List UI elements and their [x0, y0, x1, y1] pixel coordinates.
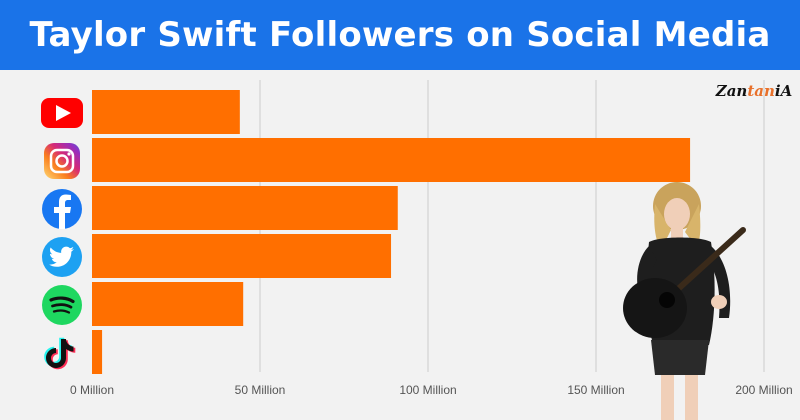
twitter-icon [42, 237, 82, 277]
youtube-icon [41, 98, 83, 128]
x-tick-label: 0 Million [70, 383, 114, 397]
facebook-icon [42, 189, 82, 229]
logo-text-end: iA [774, 82, 793, 100]
bar-spotify [92, 282, 244, 326]
x-tick-label: 200 Million [735, 383, 792, 397]
x-tick-label: 100 Million [399, 383, 456, 397]
bars [92, 90, 691, 374]
x-tick-label: 150 Million [567, 383, 624, 397]
logo-text-start: Zan [715, 82, 748, 100]
brand-logo: Zan tan iA [716, 80, 792, 102]
tiktok-icon [44, 337, 76, 370]
spotify-icon [42, 285, 82, 325]
x-tick-label: 50 Million [235, 383, 286, 397]
x-axis-tick-labels: 0 Million 50 Million 100 Million 150 Millio… [70, 383, 793, 397]
bar-instagram [92, 138, 691, 182]
bar-twitter [92, 234, 392, 278]
singer-with-guitar-image [623, 182, 746, 420]
instagram-icon [44, 143, 80, 179]
bar-tiktok [92, 330, 103, 374]
bar-facebook [92, 186, 398, 230]
logo-text-accent: tan [747, 82, 775, 100]
header-banner: Taylor Swift Followers on Social Media [0, 0, 800, 70]
gridlines [259, 80, 765, 372]
bar-youtube [92, 90, 240, 134]
page-title: Taylor Swift Followers on Social Media [29, 15, 771, 55]
